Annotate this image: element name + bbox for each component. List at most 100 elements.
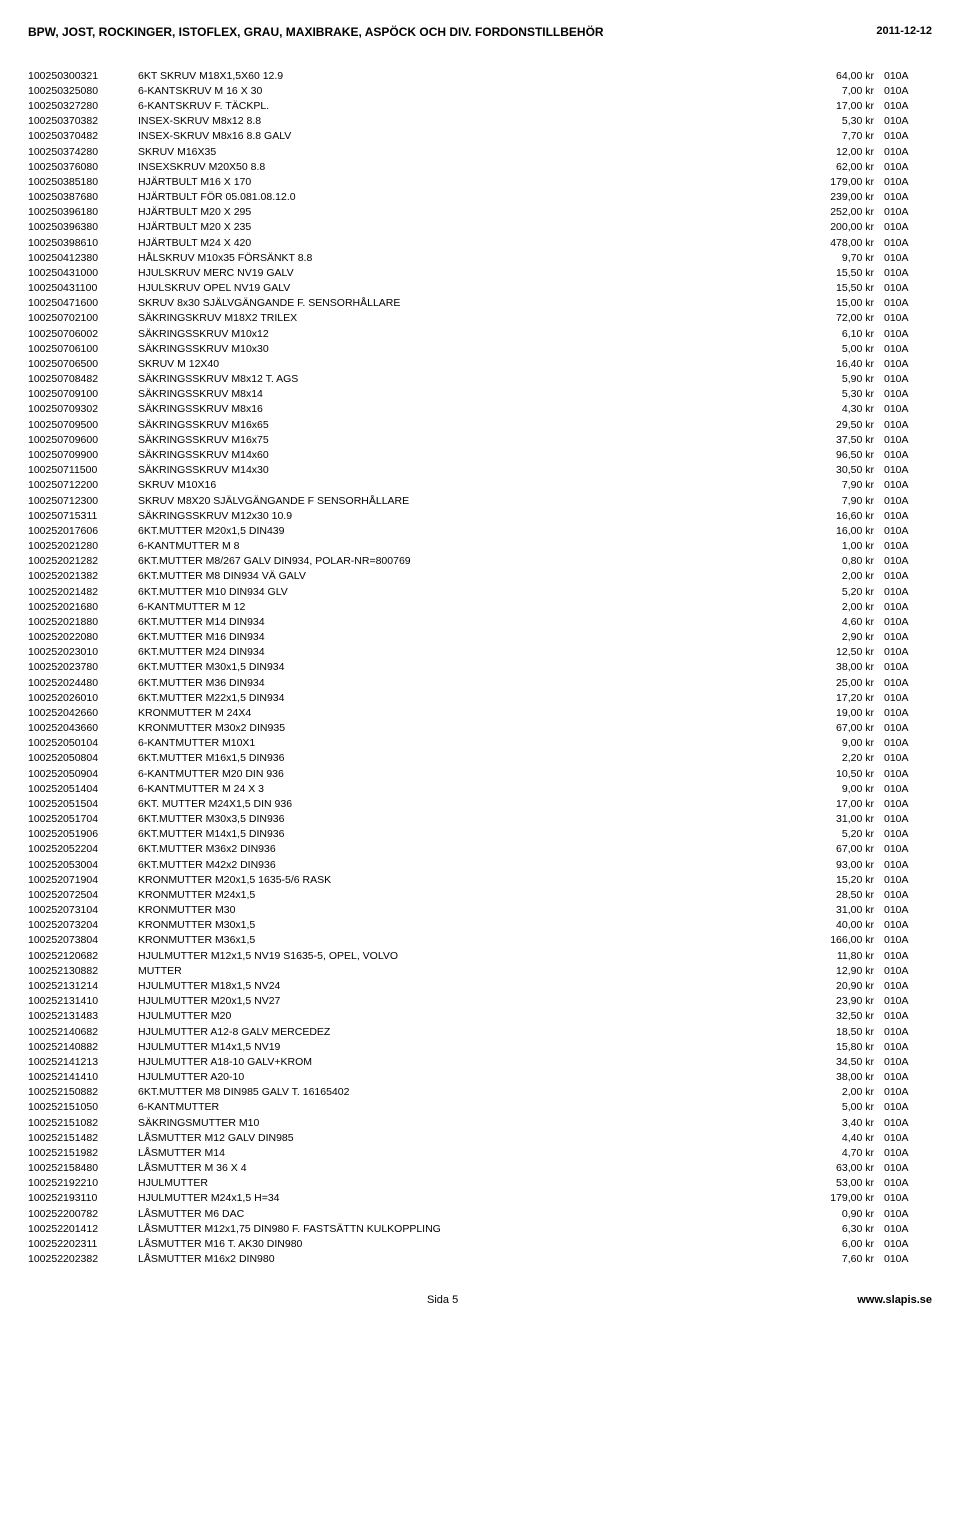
cell-price: 7,00 kr: [794, 83, 884, 98]
cell-description: HJULSKRUV MERC NV19 GALV: [138, 265, 794, 280]
table-row: 1002520212806-KANTMUTTER M 81,00 kr010A: [28, 539, 932, 554]
cell-article: 100250300321: [28, 68, 138, 83]
cell-price: 67,00 kr: [794, 721, 884, 736]
cell-description: MUTTER: [138, 963, 794, 978]
table-row: 100252071904KRONMUTTER M20x1,5 1635-5/6 …: [28, 872, 932, 887]
cell-price: 17,00 kr: [794, 796, 884, 811]
cell-article: 100250387680: [28, 190, 138, 205]
cell-article: 100250385180: [28, 174, 138, 189]
table-row: 100250396380HJÄRTBULT M20 X 235200,00 kr…: [28, 220, 932, 235]
cell-price: 3,40 kr: [794, 1115, 884, 1130]
cell-price: 9,70 kr: [794, 250, 884, 265]
cell-price: 16,00 kr: [794, 523, 884, 538]
cell-price: 96,50 kr: [794, 447, 884, 462]
cell-price: 5,00 kr: [794, 1100, 884, 1115]
cell-price: 1,00 kr: [794, 539, 884, 554]
page-number: Sida 5: [427, 1293, 458, 1308]
cell-price: 20,90 kr: [794, 979, 884, 994]
cell-code: 010A: [884, 781, 932, 796]
table-row: 1002520213826KT.MUTTER M8 DIN934 VÄ GALV…: [28, 569, 932, 584]
cell-article: 100250709900: [28, 447, 138, 462]
table-row: 100252202382LÅSMUTTER M16x2 DIN9807,60 k…: [28, 1252, 932, 1267]
table-row: 100252200782LÅSMUTTER M6 DAC0,90 kr010A: [28, 1206, 932, 1221]
cell-code: 010A: [884, 614, 932, 629]
cell-article: 100252158480: [28, 1161, 138, 1176]
cell-description: HJÄRTBULT FÖR 05.081.08.12.0: [138, 190, 794, 205]
cell-description: 6-KANTMUTTER M 12: [138, 599, 794, 614]
cell-description: INSEX-SKRUV M8x12 8.8: [138, 114, 794, 129]
cell-description: 6KT.MUTTER M14 DIN934: [138, 614, 794, 629]
cell-code: 010A: [884, 812, 932, 827]
cell-code: 010A: [884, 356, 932, 371]
cell-article: 100252051704: [28, 812, 138, 827]
cell-description: HJULMUTTER M20x1,5 NV27: [138, 994, 794, 1009]
cell-article: 100252073204: [28, 918, 138, 933]
cell-article: 100252151482: [28, 1130, 138, 1145]
cell-description: KRONMUTTER M 24X4: [138, 705, 794, 720]
cell-code: 010A: [884, 872, 932, 887]
cell-code: 010A: [884, 387, 932, 402]
table-row: 100252043660KRONMUTTER M30x2 DIN93567,00…: [28, 721, 932, 736]
cell-price: 62,00 kr: [794, 159, 884, 174]
cell-code: 010A: [884, 190, 932, 205]
cell-description: SKRUV M10X16: [138, 478, 794, 493]
cell-code: 010A: [884, 963, 932, 978]
cell-code: 010A: [884, 493, 932, 508]
table-row: 100252073104KRONMUTTER M3031,00 kr010A: [28, 903, 932, 918]
cell-description: HJÄRTBULT M16 X 170: [138, 174, 794, 189]
cell-code: 010A: [884, 675, 932, 690]
cell-description: LÅSMUTTER M16 T. AK30 DIN980: [138, 1236, 794, 1251]
cell-code: 010A: [884, 736, 932, 751]
cell-code: 010A: [884, 584, 932, 599]
table-row: 100250412380HÅLSKRUV M10x35 FÖRSÄNKT 8.8…: [28, 250, 932, 265]
cell-code: 010A: [884, 1252, 932, 1267]
cell-code: 010A: [884, 857, 932, 872]
cell-price: 17,00 kr: [794, 99, 884, 114]
cell-article: 100250709100: [28, 387, 138, 402]
cell-code: 010A: [884, 447, 932, 462]
cell-code: 010A: [884, 402, 932, 417]
cell-price: 7,60 kr: [794, 1252, 884, 1267]
cell-price: 29,50 kr: [794, 417, 884, 432]
cell-article: 100250327280: [28, 99, 138, 114]
cell-description: SÄKRINGSSKRUV M8x16: [138, 402, 794, 417]
cell-code: 010A: [884, 114, 932, 129]
page-header: BPW, JOST, ROCKINGER, ISTOFLEX, GRAU, MA…: [28, 24, 932, 40]
cell-code: 010A: [884, 99, 932, 114]
cell-price: 18,50 kr: [794, 1024, 884, 1039]
table-row: 100252120682HJULMUTTER M12x1,5 NV19 S163…: [28, 948, 932, 963]
cell-price: 15,80 kr: [794, 1039, 884, 1054]
cell-description: 6-KANTSKRUV M 16 X 30: [138, 83, 794, 98]
cell-description: 6KT.MUTTER M20x1,5 DIN439: [138, 523, 794, 538]
cell-price: 4,40 kr: [794, 1130, 884, 1145]
cell-description: SÄKRINGSSKRUV M8x14: [138, 387, 794, 402]
cell-price: 5,30 kr: [794, 387, 884, 402]
cell-article: 100252151050: [28, 1100, 138, 1115]
cell-description: SÄKRINGSSKRUV M12x30 10.9: [138, 508, 794, 523]
cell-price: 7,70 kr: [794, 129, 884, 144]
cell-article: 100252050804: [28, 751, 138, 766]
cell-article: 100252120682: [28, 948, 138, 963]
cell-description: 6-KANTMUTTER: [138, 1100, 794, 1115]
cell-article: 100250712200: [28, 478, 138, 493]
table-row: 1002503272806-KANTSKRUV F. TÄCKPL.17,00 …: [28, 99, 932, 114]
table-row: 100252131410HJULMUTTER M20x1,5 NV2723,90…: [28, 994, 932, 1009]
cell-code: 010A: [884, 144, 932, 159]
cell-code: 010A: [884, 250, 932, 265]
table-row: 100250370382INSEX-SKRUV M8x12 8.85,30 kr…: [28, 114, 932, 129]
cell-description: SÄKRINGSSKRUV M10x12: [138, 326, 794, 341]
table-row: 1002520244806KT.MUTTER M36 DIN93425,00 k…: [28, 675, 932, 690]
table-row: 100252158480LÅSMUTTER M 36 X 463,00 kr01…: [28, 1161, 932, 1176]
cell-code: 010A: [884, 1206, 932, 1221]
table-row: 100252151482LÅSMUTTER M12 GALV DIN9854,4…: [28, 1130, 932, 1145]
cell-code: 010A: [884, 1024, 932, 1039]
cell-code: 010A: [884, 174, 932, 189]
cell-price: 25,00 kr: [794, 675, 884, 690]
cell-article: 100252050104: [28, 736, 138, 751]
page-date: 2011-12-12: [876, 24, 932, 39]
cell-article: 100250431000: [28, 265, 138, 280]
table-row: 1002520509046-KANTMUTTER M20 DIN 93610,5…: [28, 766, 932, 781]
table-row: 100250711500SÄKRINGSSKRUV M14x3030,50 kr…: [28, 463, 932, 478]
cell-price: 72,00 kr: [794, 311, 884, 326]
cell-price: 30,50 kr: [794, 463, 884, 478]
